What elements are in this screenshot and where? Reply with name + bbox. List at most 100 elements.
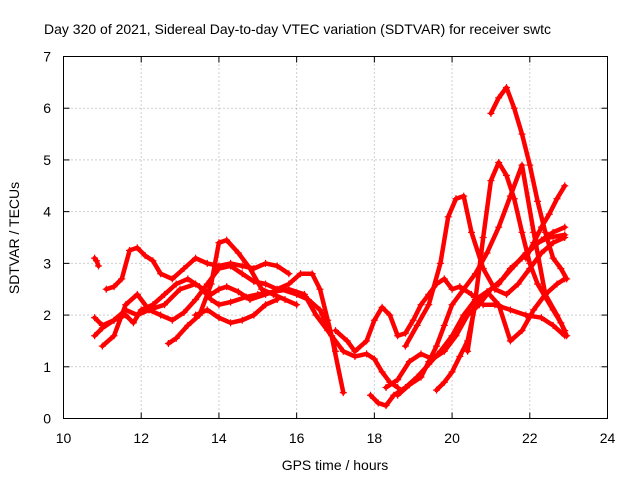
data-point [448,301,456,309]
data-point [417,350,425,358]
data-point [440,378,448,386]
data-point [382,383,390,391]
data-point [382,402,390,410]
data-point [460,192,468,200]
data-point [176,285,184,293]
data-point [262,280,270,288]
data-point [561,182,569,190]
data-point [499,275,507,283]
series-sat-a [91,254,102,270]
data-point [161,301,169,309]
data-point [487,109,495,117]
data-point [417,301,425,309]
y-axis-ticks: 0 1 2 3 4 5 6 7 [43,49,608,427]
data-point [537,314,545,322]
data-point [98,342,106,350]
data-point [223,236,231,244]
data-point [363,337,371,345]
data-point [464,311,472,319]
data-point [394,332,402,340]
data-point [563,332,571,340]
x-tick-label: 16 [289,430,305,446]
data-point [518,228,526,236]
data-point [510,195,518,203]
data-point [339,389,347,397]
x-tick-label: 20 [444,430,460,446]
data-point [433,386,441,394]
data-point [227,319,235,327]
y-axis-label: SDTVAR / TECUs [6,182,22,294]
data-point [223,283,231,291]
data-point [316,306,324,314]
data-point [141,252,149,260]
x-tick-label: 22 [522,430,538,446]
x-tick-label: 18 [367,430,383,446]
series-sat-l [401,192,569,350]
data-point [316,285,324,293]
data-point [281,296,289,304]
data-point [510,262,518,270]
data-point [541,293,549,301]
data-point [308,270,316,278]
series-sat-k [394,161,569,399]
data-point [168,275,176,283]
data-point [491,285,499,293]
data-point [180,308,188,316]
data-point [522,254,530,262]
x-tick-label: 24 [600,430,616,446]
data-point [203,306,211,314]
x-axis-label: GPS time / hours [282,457,389,473]
x-tick-label: 12 [133,430,149,446]
data-point [460,285,468,293]
data-point [394,376,402,384]
data-point [234,288,242,296]
data-point [502,290,510,298]
data-point [168,316,176,324]
plot-frame [63,56,608,419]
y-tick-label: 1 [43,359,51,375]
data-point [332,327,339,335]
data-point [448,368,456,376]
data-point [157,270,165,278]
series-sat-n [464,159,571,355]
data-point [122,301,130,309]
data-point [293,301,301,309]
data-point [425,358,433,366]
series-trace [523,183,568,261]
data-point [332,347,339,355]
data-point [530,306,538,314]
data-point [215,239,223,247]
series-trace [395,162,568,398]
data-point [440,347,448,355]
data-point [184,275,192,283]
data-point [192,280,200,288]
data-point [394,383,402,391]
data-point [133,244,141,252]
data-point [378,368,386,376]
data-point [557,265,565,273]
series-sat-g [192,296,281,327]
data-point [401,342,409,350]
data-point [227,259,235,267]
data-point [273,262,281,270]
data-point [273,296,281,304]
data-point [409,316,417,324]
y-tick-label: 7 [43,49,51,65]
x-tick-label: 14 [211,430,227,446]
data-point [378,303,386,311]
data-point [339,347,347,355]
data-point [246,265,254,273]
data-point [518,130,526,138]
data-point [483,288,491,296]
data-point [506,306,514,314]
data-point [133,290,141,298]
data-point [172,280,180,288]
data-point [537,223,545,231]
data-point [530,228,538,236]
data-point [110,316,118,324]
data-point [343,337,351,345]
data-point [549,254,557,262]
data-point [561,234,569,241]
data-point [448,285,456,293]
data-point [518,161,526,169]
